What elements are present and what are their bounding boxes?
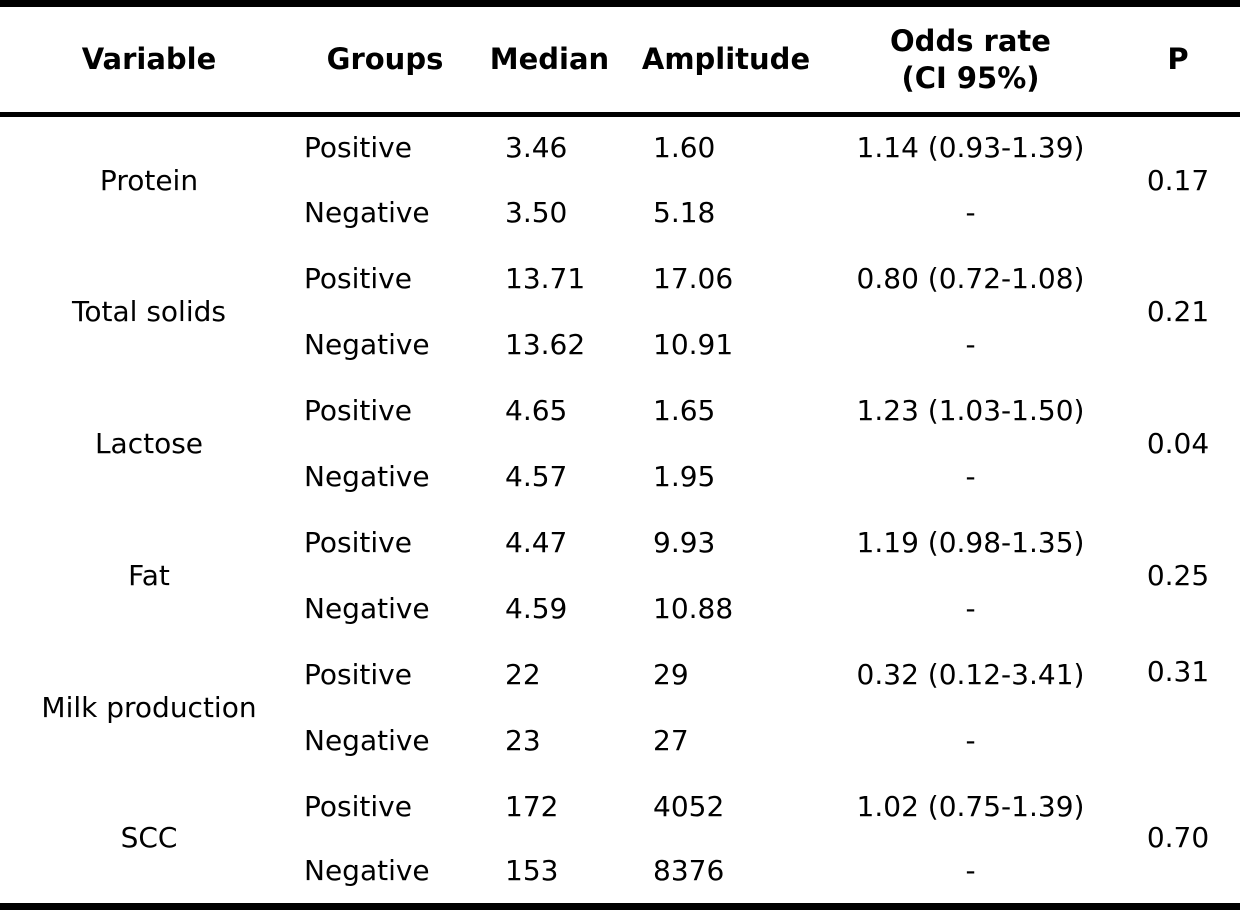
table-row: Negative 4.59 10.88 - — [0, 577, 1240, 643]
amplitude-cell: 8376 — [653, 854, 725, 888]
table-row: Total solids Positive 13.71 17.06 0.80 (… — [0, 247, 1240, 327]
median-cell: 4.59 — [505, 592, 568, 626]
p-value-cell: 0.31 — [1146, 654, 1210, 688]
median-cell: 4.47 — [505, 526, 568, 560]
header-p: P — [1116, 3, 1240, 117]
odds-cell: 1.14 (0.93-1.39) — [856, 131, 1085, 165]
median-cell: 4.57 — [505, 460, 568, 494]
header-odds-rate: Odds rate (CI 95%) — [825, 3, 1116, 117]
variable-cell: Milk production — [41, 691, 257, 725]
median-cell: 23 — [505, 724, 541, 758]
odds-cell: 0.32 (0.12-3.41) — [856, 658, 1085, 692]
group-cell: Negative — [304, 592, 430, 626]
odds-cell: - — [965, 854, 976, 888]
amplitude-cell: 9.93 — [653, 526, 716, 560]
table-row: Protein Positive 3.46 1.60 1.14 (0.93-1.… — [0, 115, 1240, 196]
variable-cell: Protein — [99, 164, 199, 198]
table-row: Negative 23 27 - — [0, 709, 1240, 775]
group-cell: Positive — [304, 790, 412, 824]
group-cell: Negative — [304, 196, 430, 230]
variable-cell: Total solids — [72, 295, 226, 329]
group-cell: Positive — [304, 394, 412, 428]
header-variable: Variable — [0, 3, 298, 117]
median-cell: 153 — [505, 854, 559, 888]
amplitude-cell: 27 — [653, 724, 689, 758]
header-odds-rate-line1: Odds rate — [890, 24, 1051, 59]
group-cell: Positive — [304, 658, 412, 692]
odds-cell: - — [965, 592, 976, 626]
header-odds-rate-line2: (CI 95%) — [901, 60, 1040, 95]
median-cell: 3.46 — [505, 131, 568, 165]
table-row: Negative 3.50 5.18 - — [0, 181, 1240, 247]
amplitude-cell: 1.60 — [653, 131, 716, 165]
amplitude-cell: 1.65 — [653, 394, 716, 428]
group-cell: Negative — [304, 328, 430, 362]
group-cell: Positive — [304, 262, 412, 296]
group-cell: Negative — [304, 724, 430, 758]
p-value-cell: 0.70 — [1146, 821, 1210, 855]
header-median: Median — [472, 3, 627, 117]
table-row: Negative 4.57 1.95 - — [0, 445, 1240, 511]
table-row: SCC Positive 172 4052 1.02 (0.75-1.39) 0… — [0, 775, 1240, 853]
amplitude-cell: 10.88 — [653, 592, 734, 626]
p-value-cell: 0.04 — [1146, 427, 1210, 461]
odds-cell: 1.19 (0.98-1.35) — [856, 526, 1085, 560]
amplitude-cell: 10.91 — [653, 328, 734, 362]
table-row: Fat Positive 4.47 9.93 1.19 (0.98-1.35) … — [0, 511, 1240, 591]
variable-cell: Lactose — [94, 427, 204, 461]
odds-cell: 1.23 (1.03-1.50) — [856, 394, 1085, 428]
header-amplitude: Amplitude — [627, 3, 825, 117]
table-row: Negative 13.62 10.91 - — [0, 313, 1240, 379]
variable-cell: Fat — [128, 559, 170, 593]
odds-cell: - — [965, 460, 976, 494]
odds-cell: - — [965, 724, 976, 758]
group-cell: Negative — [304, 460, 430, 494]
group-cell: Positive — [304, 526, 412, 560]
odds-cell: - — [965, 328, 976, 362]
odds-cell: 0.80 (0.72-1.08) — [856, 262, 1085, 296]
median-cell: 13.71 — [505, 262, 586, 296]
amplitude-cell: 5.18 — [653, 196, 716, 230]
table-row: Milk production Positive 22 29 0.32 (0.1… — [0, 643, 1240, 723]
median-cell: 4.65 — [505, 394, 568, 428]
group-cell: Negative — [304, 854, 430, 888]
odds-cell: 1.02 (0.75-1.39) — [856, 790, 1085, 824]
p-value-cell: 0.17 — [1146, 164, 1210, 198]
odds-cell: - — [965, 196, 976, 230]
table-row: Negative 153 8376 - — [0, 841, 1240, 907]
p-value-cell: 0.21 — [1146, 295, 1210, 329]
amplitude-cell: 17.06 — [653, 262, 734, 296]
amplitude-cell: 1.95 — [653, 460, 716, 494]
median-cell: 22 — [505, 658, 541, 692]
p-value-cell: 0.25 — [1146, 559, 1210, 593]
group-cell: Positive — [304, 131, 412, 165]
amplitude-cell: 29 — [653, 658, 689, 692]
header-groups: Groups — [298, 3, 472, 117]
table-header-row: Variable Groups Median Amplitude Odds ra… — [0, 3, 1240, 117]
table-row: Lactose Positive 4.65 1.65 1.23 (1.03-1.… — [0, 379, 1240, 459]
median-cell: 172 — [505, 790, 559, 824]
median-cell: 13.62 — [505, 328, 586, 362]
variable-cell: SCC — [120, 821, 178, 855]
median-cell: 3.50 — [505, 196, 568, 230]
amplitude-cell: 4052 — [653, 790, 725, 824]
